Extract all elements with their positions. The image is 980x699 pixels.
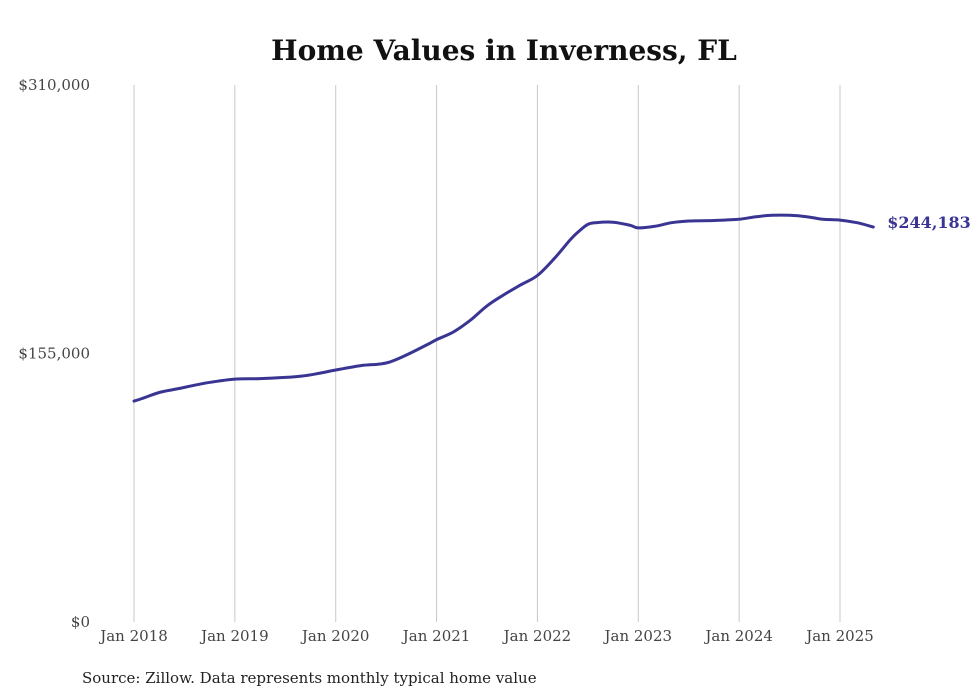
- x-tick-label: Jan 2020: [300, 627, 370, 645]
- x-tick-label: Jan 2024: [703, 627, 773, 645]
- x-tick-label: Jan 2021: [401, 627, 471, 645]
- series-line: [132, 213, 875, 403]
- x-tick-label: Jan 2023: [603, 627, 673, 645]
- x-tick-label: Jan 2018: [98, 627, 168, 645]
- source-note: Source: Zillow. Data represents monthly …: [82, 669, 537, 687]
- y-tick-label: $0: [71, 613, 90, 631]
- x-tick-label: Jan 2022: [502, 627, 572, 645]
- y-tick-label: $155,000: [18, 345, 90, 363]
- end-value-label: $244,183: [887, 213, 971, 232]
- grid: [133, 85, 841, 622]
- x-axis: Jan 2018 Jan 2019 Jan 2020 Jan 2021 Jan 2022…: [98, 627, 874, 645]
- x-tick-label: Jan 2019: [199, 627, 269, 645]
- x-tick-label: Jan 2025: [804, 627, 874, 645]
- plot-area: $244,183: [132, 213, 971, 403]
- y-axis: $310,000 $155,000 $0: [18, 76, 90, 631]
- y-tick-label: $310,000: [18, 76, 90, 94]
- chart-title: Home Values in Inverness, FL: [271, 34, 737, 67]
